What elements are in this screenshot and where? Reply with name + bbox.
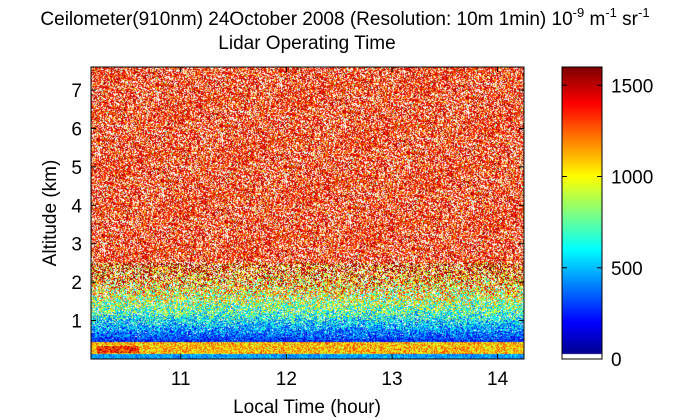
y-tick-label: 3 — [71, 235, 82, 256]
chart-title-line1: Ceilometer(910nm) 24October 2008 (Resolu… — [40, 5, 649, 30]
title-unit-m: m — [584, 9, 605, 30]
chart-title-line2: Lidar Operating Time — [218, 33, 395, 54]
x-tick-label: 11 — [171, 369, 191, 390]
y-tick-label: 5 — [71, 158, 82, 179]
plot-frame — [90, 66, 525, 360]
x-tick-label: 14 — [487, 369, 509, 390]
backscatter-heatmap — [91, 67, 524, 359]
title-unit-sr: sr — [617, 9, 639, 30]
colorbar-tick-label: 1000 — [611, 168, 653, 189]
y-tick-label: 4 — [71, 196, 82, 217]
y-axis-label: Altitude (km) — [40, 160, 61, 267]
colorbar-tick-label: 0 — [611, 350, 622, 371]
colorbar-tick-label: 500 — [611, 259, 643, 280]
colorbar-gradient — [562, 67, 602, 359]
colorbar-frame — [561, 66, 603, 360]
x-axis-label: Local Time (hour) — [233, 397, 381, 418]
heatmap-plot — [90, 66, 525, 360]
y-tick-label: 2 — [71, 273, 82, 294]
colorbar-ticks: 0 500 1000 1500 — [562, 76, 653, 371]
y-tick-label: 1 — [71, 312, 82, 333]
y-tick-label: 7 — [71, 81, 82, 102]
x-axis-ticks: 11 12 13 14 — [171, 67, 509, 390]
colorbar-tick-label: 1500 — [611, 76, 653, 97]
x-tick-label: 13 — [381, 369, 402, 390]
title-exponent-1: -9 — [573, 5, 585, 20]
y-axis-ticks: 1 2 3 4 5 6 7 — [71, 81, 524, 333]
title-exponent-2: -1 — [605, 5, 617, 20]
y-tick-label: 6 — [71, 119, 82, 140]
title-main-text: Ceilometer(910nm) 24October 2008 (Resolu… — [40, 9, 572, 30]
title-exponent-3: -1 — [638, 5, 650, 20]
colorbar — [561, 66, 603, 360]
x-tick-label: 12 — [276, 369, 297, 390]
